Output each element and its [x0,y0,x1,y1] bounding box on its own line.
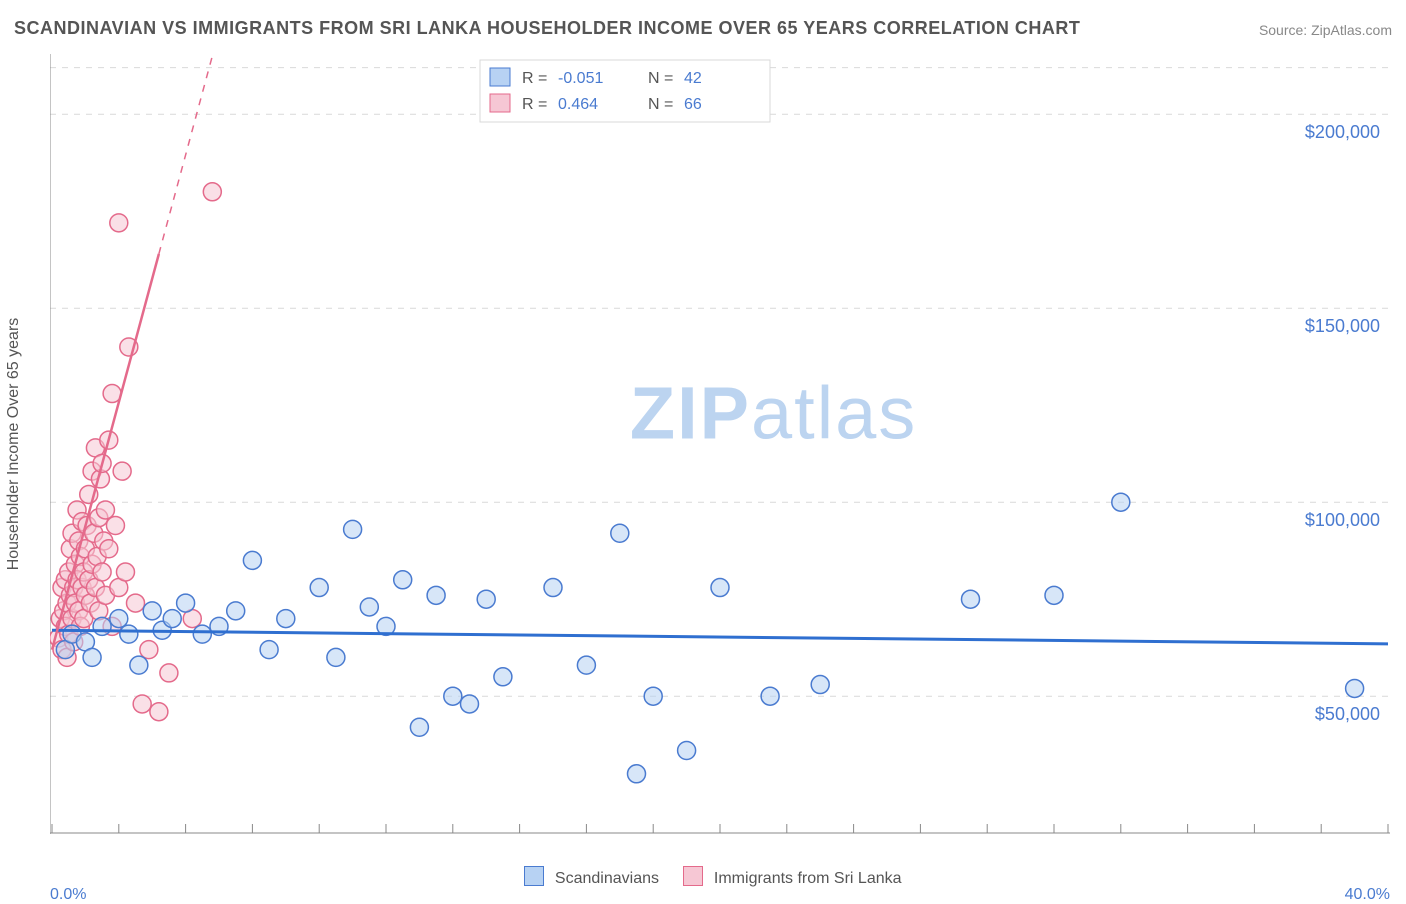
chart-title: SCANDINAVIAN VS IMMIGRANTS FROM SRI LANK… [14,18,1080,38]
legend-label-sri-lanka: Immigrants from Sri Lanka [714,870,902,887]
scatter-point [327,648,345,666]
scatter-point [110,610,128,628]
scatter-point [160,664,178,682]
scatter-point [127,594,145,612]
plot-area: Householder Income Over 65 years ZIPatla… [50,54,1390,834]
trendline-sri-lanka-dashed [159,56,212,254]
legend-r-value: -0.051 [558,70,603,87]
legend-r-label: R = [522,96,547,113]
scatter-point [143,602,161,620]
scatter-point [344,520,362,538]
scatter-point [310,579,328,597]
y-tick-label: $100,000 [1305,510,1380,530]
x-axis-max-label: 40.0% [1345,886,1390,904]
scatter-point [761,687,779,705]
legend-label-scandinavians: Scandinavians [555,870,659,887]
scatter-point [93,563,111,581]
y-tick-label: $150,000 [1305,316,1380,336]
scatter-point [477,590,495,608]
scatter-point [1346,679,1364,697]
scatter-point [644,687,662,705]
scatter-point [962,590,980,608]
scatter-point [427,586,445,604]
scatter-point [203,183,221,201]
scatter-point [494,668,512,686]
scatter-point [96,501,114,519]
scatter-point [410,718,428,736]
x-axis-min-label: 0.0% [50,886,86,904]
scatter-point [243,551,261,569]
scatter-point [140,641,158,659]
source-attribution: Source: ZipAtlas.com [1259,22,1392,38]
scatter-point [461,695,479,713]
scatter-point [83,648,101,666]
scatter-point [260,641,278,659]
scatter-point [277,610,295,628]
scatter-point [227,602,245,620]
bottom-legend: Scandinavians Immigrants from Sri Lanka [0,866,1406,888]
source-label: Source: [1259,22,1311,38]
scatter-point [113,462,131,480]
scatter-point [360,598,378,616]
y-axis-label: Householder Income Over 65 years [5,318,23,571]
scatter-point [120,625,138,643]
legend-n-value: 66 [684,96,702,113]
scatter-point [163,610,181,628]
scatter-point [611,524,629,542]
scatter-point [130,656,148,674]
source-name: ZipAtlas.com [1311,22,1392,38]
scatter-point [110,214,128,232]
scatter-point [577,656,595,674]
scatter-point [150,703,168,721]
legend-swatch [490,94,510,112]
scatter-point [1112,493,1130,511]
y-tick-label: $200,000 [1305,122,1380,142]
scatter-point [544,579,562,597]
scatter-point [711,579,729,597]
scatter-point [193,625,211,643]
scatter-point [100,540,118,558]
legend-n-label: N = [648,70,673,87]
y-tick-label: $50,000 [1315,704,1380,724]
legend-swatch-sri-lanka [683,866,703,886]
scatter-plot-svg: $50,000 $100,000 $150,000 $200,000 R = -0.05… [50,54,1390,834]
scatter-point [444,687,462,705]
legend-n-value: 42 [684,70,702,87]
scatter-point [116,563,134,581]
scatter-point [177,594,195,612]
scatter-point [1045,586,1063,604]
legend-swatch [490,68,510,86]
scatter-point [133,695,151,713]
scatter-point [628,765,646,783]
scatter-point [811,676,829,694]
legend-r-label: R = [522,70,547,87]
trendline-scandinavians [52,630,1388,644]
scatter-point [678,742,696,760]
legend-n-label: N = [648,96,673,113]
scatter-point [106,516,124,534]
legend-r-value: 0.464 [558,96,598,113]
legend-swatch-scandinavians [524,866,544,886]
scatter-point [93,617,111,635]
scatter-point [394,571,412,589]
